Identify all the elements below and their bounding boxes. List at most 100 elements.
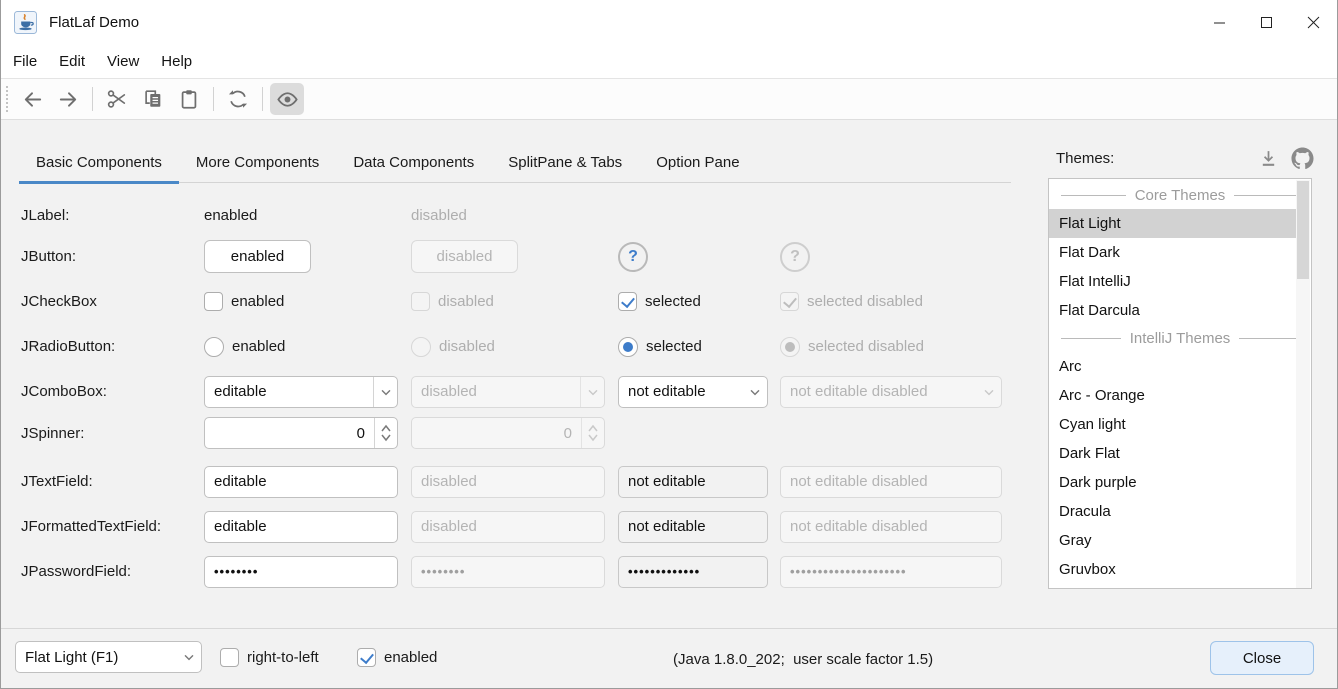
main-content: Basic Components More Components Data Co…	[1, 120, 1337, 628]
minimize-button[interactable]	[1196, 0, 1243, 45]
radio-enabled[interactable]	[204, 336, 224, 357]
checkbox-selected-disabled-label: selected disabled	[807, 293, 923, 310]
toolbar-separator	[213, 87, 214, 111]
close-button[interactable]: Close	[1210, 641, 1314, 675]
jlabel-row-label: JLabel:	[21, 207, 70, 224]
combobox-not-editable[interactable]: not editable	[618, 375, 768, 408]
jpasswordfield-row-label: JPasswordField:	[21, 563, 132, 580]
theme-item-gray[interactable]: Gray	[1059, 532, 1092, 549]
menu-help[interactable]: Help	[161, 53, 193, 70]
tool-bar	[1, 79, 1337, 120]
theme-item-arc[interactable]: Arc	[1059, 358, 1082, 375]
eye-icon	[276, 91, 298, 107]
toolbar-separator	[92, 87, 93, 111]
theme-item-flat-darcula[interactable]: Flat Darcula	[1059, 302, 1140, 319]
textfield-editable[interactable]: editable	[204, 465, 398, 498]
theme-list-scrollbar[interactable]	[1296, 180, 1310, 588]
row-jtextfield: JTextField: editable disabled not editab…	[21, 459, 1013, 504]
spinner-enabled[interactable]: 0	[204, 417, 398, 450]
formattedtextfield-editable[interactable]: editable	[204, 510, 398, 543]
enabled-label: enabled	[384, 649, 438, 666]
radio-selected-disabled-label: selected disabled	[808, 338, 924, 355]
paste-button[interactable]	[172, 83, 206, 115]
download-icon[interactable]	[1258, 148, 1279, 169]
tab-data-components[interactable]: Data Components	[353, 154, 475, 171]
enabled-checkbox[interactable]	[357, 648, 376, 667]
back-button[interactable]	[15, 83, 49, 115]
tab-more-components[interactable]: More Components	[195, 154, 320, 171]
textfield-not-editable-disabled: not editable disabled	[780, 465, 1002, 498]
checkbox-enabled[interactable]	[204, 292, 223, 311]
tab-strip: Basic Components More Components Data Co…	[19, 146, 1011, 184]
jbutton-row-label: JButton:	[21, 248, 77, 265]
radio-selected[interactable]	[618, 336, 638, 357]
passwordfield-not-editable-disabled: •••••••••••••••••••••	[780, 555, 1002, 588]
lookandfeel-selector[interactable]: Flat Light (F1)	[15, 641, 202, 673]
theme-item-arc-orange[interactable]: Arc - Orange	[1059, 387, 1145, 404]
radio-selected-disabled	[780, 336, 800, 357]
cut-button[interactable]	[100, 83, 134, 115]
theme-item-cyan-light[interactable]: Cyan light	[1059, 416, 1126, 433]
row-jcheckbox: JCheckBox enabled disabled selected sele…	[21, 279, 1013, 324]
row-jpasswordfield: JPasswordField: •••••••• •••••••• ••••••…	[21, 549, 1013, 594]
help-button[interactable]: ?	[618, 241, 648, 272]
theme-separator-core: Core Themes	[1049, 182, 1311, 209]
jspinner-row-label: JSpinner:	[21, 424, 85, 442]
close-window-button[interactable]	[1290, 0, 1337, 45]
forward-button[interactable]	[51, 83, 85, 115]
github-icon[interactable]	[1291, 147, 1314, 170]
show-hover-effects-toggle[interactable]	[270, 83, 304, 115]
theme-item-flat-intellij[interactable]: Flat IntelliJ	[1059, 273, 1131, 290]
checkbox-selected[interactable]	[618, 292, 637, 311]
textfield-disabled: disabled	[411, 465, 605, 498]
row-jformattedtextfield: JFormattedTextField: editable disabled n…	[21, 504, 1013, 549]
maximize-button[interactable]	[1243, 0, 1290, 45]
themes-header: Themes:	[1056, 147, 1314, 170]
clipboard-icon	[181, 90, 197, 109]
jlabel-disabled: disabled	[411, 207, 467, 224]
jbutton-enabled[interactable]: enabled	[204, 240, 311, 273]
spinner-arrows-icon	[374, 418, 397, 449]
java-app-icon	[14, 11, 37, 34]
row-jbutton: JButton: enabled disabled ? ?	[21, 234, 1013, 279]
right-to-left-label: right-to-left	[247, 649, 319, 666]
tab-option-pane[interactable]: Option Pane	[656, 154, 740, 171]
chevron-down-icon	[743, 377, 767, 407]
jradiobutton-row-label: JRadioButton:	[21, 338, 116, 355]
scissors-icon	[107, 90, 126, 108]
formattedtextfield-not-editable-disabled: not editable disabled	[780, 510, 1002, 543]
scrollbar-thumb[interactable]	[1297, 181, 1309, 279]
refresh-button[interactable]	[221, 83, 255, 115]
theme-item-flat-dark[interactable]: Flat Dark	[1059, 244, 1120, 261]
menu-bar: File Edit View Help	[1, 45, 1337, 79]
theme-separator-intellij: IntelliJ Themes	[1049, 325, 1311, 352]
forward-arrow-icon	[59, 91, 76, 107]
theme-item-dark-flat[interactable]: Dark Flat	[1059, 445, 1120, 462]
passwordfield-disabled: ••••••••	[411, 555, 605, 588]
menu-view[interactable]: View	[107, 53, 140, 70]
toolbar-separator	[262, 87, 263, 111]
menu-file[interactable]: File	[13, 53, 38, 70]
theme-item-dracula[interactable]: Dracula	[1059, 503, 1111, 520]
title-bar: FlatLaf Demo	[1, 0, 1337, 45]
theme-item-flat-light[interactable]: Flat Light	[1049, 209, 1297, 238]
help-button-disabled: ?	[780, 241, 810, 272]
jcheckbox-row-label: JCheckBox	[21, 293, 97, 310]
combobox-not-editable-disabled: not editable disabled	[780, 375, 1002, 408]
toolbar-grip[interactable]	[6, 86, 14, 112]
theme-item-gruvbox[interactable]: Gruvbox	[1059, 561, 1116, 578]
passwordfield-editable[interactable]: ••••••••	[204, 555, 398, 588]
tab-basic-components[interactable]: Basic Components	[19, 146, 179, 184]
right-to-left-checkbox[interactable]	[220, 648, 239, 667]
radio-selected-label: selected	[646, 338, 702, 355]
row-jradiobutton: JRadioButton: enabled disabled selected …	[21, 324, 1013, 369]
theme-item-dark-purple[interactable]: Dark purple	[1059, 474, 1137, 491]
menu-edit[interactable]: Edit	[59, 53, 86, 70]
back-arrow-icon	[24, 91, 41, 107]
copy-button[interactable]	[136, 83, 170, 115]
jlabel-enabled: enabled	[204, 207, 258, 224]
combobox-editable[interactable]: editable	[204, 375, 398, 408]
tab-splitpane-tabs[interactable]: SplitPane & Tabs	[508, 154, 623, 171]
spinner-disabled: 0	[411, 417, 605, 450]
checkbox-enabled-label: enabled	[231, 293, 285, 310]
